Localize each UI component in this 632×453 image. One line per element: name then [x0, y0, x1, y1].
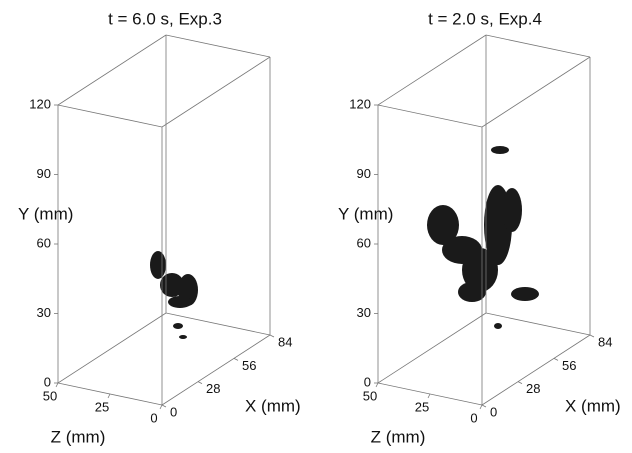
z-tick-label: 0 [150, 410, 157, 425]
blob [511, 287, 539, 301]
x-tick [589, 334, 595, 338]
blob [179, 335, 187, 339]
x-tick-label: 84 [598, 334, 612, 349]
x-axis-label: X (mm) [565, 396, 621, 415]
box-edge [377, 34, 487, 106]
box-edge [165, 312, 271, 336]
box-edge [57, 104, 163, 128]
blob [168, 296, 192, 308]
blob [427, 205, 459, 245]
x-tick-label: 28 [206, 381, 220, 396]
blob [173, 323, 183, 329]
box-edge [57, 312, 167, 384]
x-tick [269, 334, 275, 338]
x-tick [481, 404, 487, 408]
z-tick-label: 50 [43, 388, 57, 403]
z-tick-label: 50 [363, 388, 377, 403]
z-tick-label: 25 [415, 399, 429, 414]
y-tick-label: 60 [357, 235, 371, 250]
x-tick-label: 56 [562, 358, 576, 373]
y-tick-label: 30 [37, 305, 51, 320]
y-axis-label: Y (mm) [338, 204, 393, 223]
box-edge [485, 34, 591, 58]
z-tick-label: 0 [470, 410, 477, 425]
box-edge [377, 104, 483, 128]
blobs-left [150, 251, 198, 339]
y-tick-label: 60 [37, 235, 51, 250]
z-tick [427, 393, 431, 399]
box-edge [377, 312, 487, 384]
box-edge [485, 312, 591, 336]
y-tick-label: 90 [37, 166, 51, 181]
y-tick-label: 120 [29, 96, 51, 111]
box-edge [481, 334, 591, 406]
y-tick-label: 30 [357, 305, 371, 320]
x-tick [197, 381, 203, 385]
panel-title: t = 2.0 s, Exp.4 [428, 9, 542, 28]
panel-title: t = 6.0 s, Exp.3 [108, 9, 222, 28]
z-tick-label: 25 [95, 399, 109, 414]
z-tick [375, 382, 379, 388]
x-tick [517, 381, 523, 385]
blobs-right [427, 146, 539, 329]
y-tick-label: 0 [44, 374, 51, 389]
box-edge [57, 34, 167, 106]
x-tick-label: 56 [242, 358, 256, 373]
z-axis-label: Z (mm) [371, 427, 426, 446]
x-tick [161, 404, 167, 408]
blob [491, 146, 509, 154]
y-tick-label: 90 [357, 166, 371, 181]
z-tick [107, 393, 111, 399]
z-axis-label: Z (mm) [51, 427, 106, 446]
x-tick-label: 28 [526, 381, 540, 396]
blob [494, 323, 502, 329]
x-tick [553, 357, 559, 361]
z-tick [159, 404, 163, 410]
z-tick [479, 404, 483, 410]
box-edge [161, 56, 271, 128]
x-tick-label: 84 [278, 334, 292, 349]
y-tick-label: 0 [364, 374, 371, 389]
blob [462, 248, 498, 292]
box-edge [165, 34, 271, 58]
blob [150, 251, 166, 279]
blob [502, 188, 522, 232]
y-tick-label: 120 [349, 96, 371, 111]
x-axis-label: X (mm) [245, 396, 301, 415]
x-tick [233, 357, 239, 361]
box-edge [481, 56, 591, 128]
blob [458, 282, 486, 302]
x-tick-label: 0 [490, 404, 497, 419]
x-tick-label: 0 [170, 404, 177, 419]
z-tick [55, 382, 59, 388]
box-edge [161, 334, 271, 406]
y-axis-label: Y (mm) [18, 204, 73, 223]
